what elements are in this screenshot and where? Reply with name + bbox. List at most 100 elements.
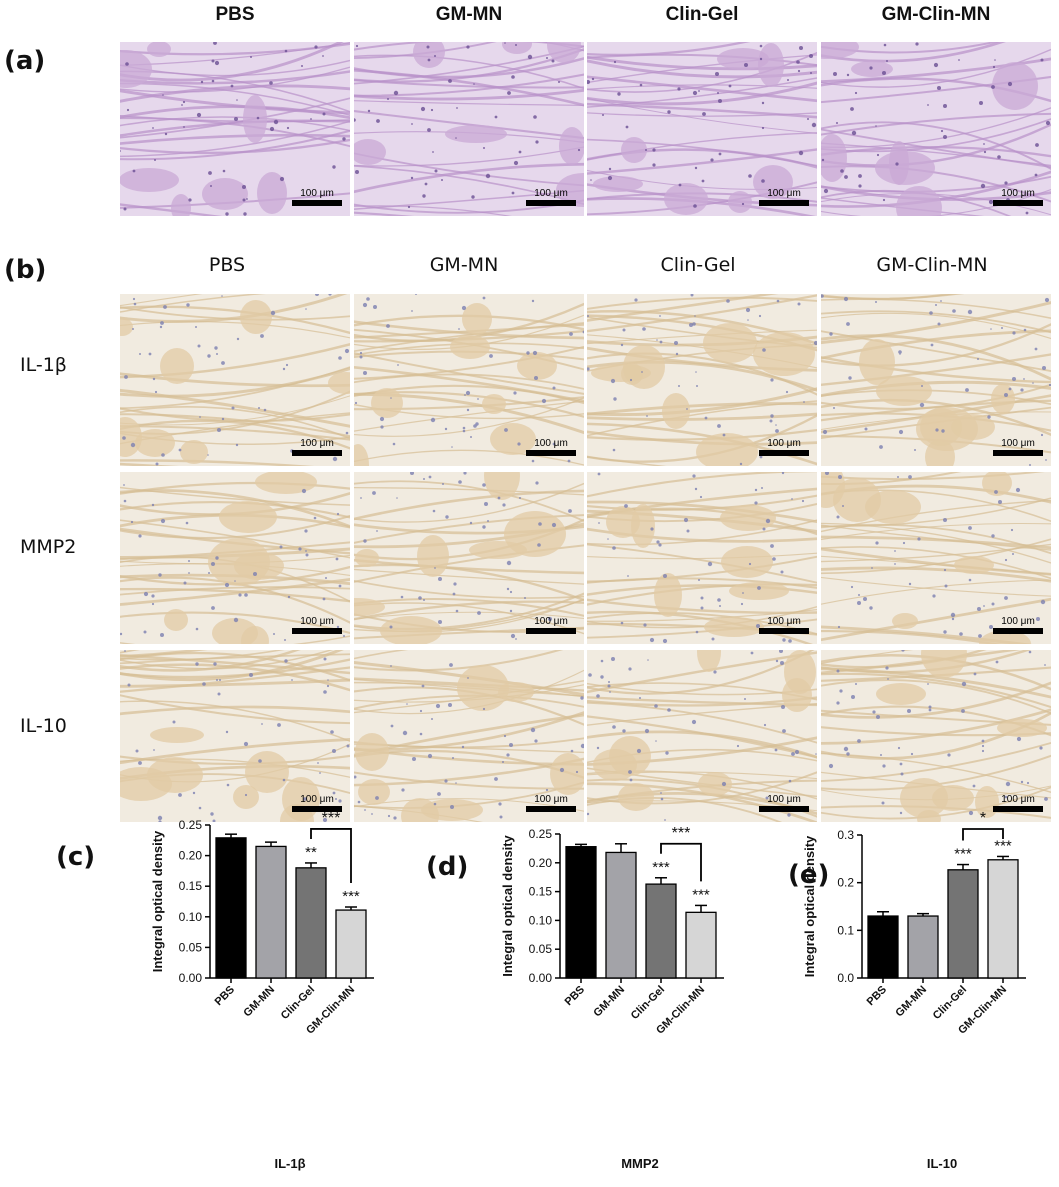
- ihc-micrograph-il-1b-pbs: 100 μm: [120, 294, 350, 466]
- ihc-micrograph-il-1b-gm-clin-mn: 100 μm: [821, 294, 1051, 466]
- y-tick-label: 0.10: [179, 910, 203, 924]
- he-micrograph-gm-clin-mn: 100 μm: [821, 42, 1051, 216]
- scale-bar-label: 100 μm: [300, 794, 334, 805]
- significance-marker: ***: [652, 859, 670, 876]
- y-tick-label: 0.10: [529, 913, 553, 927]
- significance-marker: ***: [692, 886, 710, 903]
- scale-bar-label: 100 μm: [300, 438, 334, 449]
- scale-bar: 100 μm: [759, 794, 809, 812]
- ihc-micrograph-il-1b-gm-mn: 100 μm: [354, 294, 584, 466]
- scale-bar-label: 100 μm: [767, 616, 801, 627]
- panel-label-e: (e): [788, 860, 830, 890]
- bar-pbs: [565, 846, 597, 979]
- ihc-micrograph-il-10-clin-gel: 100 μm: [587, 650, 817, 822]
- y-tick-label: 0.05: [529, 942, 553, 956]
- ihc-micrograph-mmp2-pbs: 100 μm: [120, 472, 350, 644]
- scale-bar: 100 μm: [993, 438, 1043, 456]
- x-tick-label: PBS: [865, 984, 889, 1008]
- y-tick-label: 0.0: [837, 971, 854, 985]
- bar-chart-mmp2: 0.00 0.05 0.10 0.15 0.20 0.25 Integral optical…: [460, 800, 760, 1187]
- he-micrograph-gm-mn: 100 μm: [354, 42, 584, 216]
- column-title-pbs-he: PBS: [215, 4, 255, 25]
- y-tick-label: 0.00: [179, 971, 203, 985]
- x-tick-label: Clin-Gel: [279, 984, 317, 1022]
- scale-bar: 100 μm: [759, 438, 809, 456]
- x-tick-label: Clin-Gel: [629, 984, 667, 1022]
- bar-chart-il-1b: 0.00 0.05 0.10 0.15 0.20 0.25 Integral optical…: [100, 800, 420, 1187]
- significance-bracket: [310, 828, 352, 884]
- column-title-gm-mn-ihc: GM-MN: [429, 254, 499, 276]
- row-label-il-10: IL-10: [20, 715, 67, 737]
- significance-bracket-label: ***: [322, 810, 341, 827]
- bar-pbs: [215, 837, 247, 979]
- row-label-mmp2: MMP2: [20, 536, 77, 558]
- y-tick-label: 0.15: [529, 885, 553, 899]
- scale-bar: 100 μm: [292, 794, 342, 812]
- x-tick-label: PBS: [213, 984, 237, 1008]
- x-tick-label: GM-MN: [893, 984, 929, 1020]
- scale-bar-label: 100 μm: [1001, 438, 1035, 449]
- significance-bracket-label: *: [980, 810, 986, 827]
- he-micrograph-clin-gel: 100 μm: [587, 42, 817, 216]
- scale-bar-label: 100 μm: [534, 438, 568, 449]
- y-axis-label: Integral optical density: [500, 834, 515, 976]
- scale-bar: 100 μm: [759, 616, 809, 634]
- scale-bar-label: 100 μm: [534, 616, 568, 627]
- bar-chart-il-10: 0.0 0.1 0.2 0.3 Integral optical density PBS G…: [800, 800, 1059, 1187]
- scale-bar: 100 μm: [292, 438, 342, 456]
- bar-clin-gel: [295, 867, 327, 979]
- bar-gm-clin-mn: [335, 909, 367, 979]
- scale-bar: 100 μm: [292, 188, 342, 206]
- scale-bar: 100 μm: [993, 616, 1043, 634]
- y-axis-label: Integral optical density: [150, 830, 165, 972]
- y-axis-label: Integral optical density: [802, 835, 817, 977]
- scale-bar: 100 μm: [759, 188, 809, 206]
- x-axis-label: MMP2: [621, 1156, 659, 1171]
- column-title-pbs-ihc: PBS: [208, 254, 246, 276]
- y-tick-label: 0.3: [837, 828, 854, 842]
- scale-bar-label: 100 μm: [1001, 188, 1035, 199]
- scale-bar: 100 μm: [993, 188, 1043, 206]
- he-micrograph-pbs: 100 μm: [120, 42, 350, 216]
- significance-marker: ***: [994, 837, 1012, 854]
- panel-label-c: (c): [56, 842, 96, 872]
- y-tick-label: 0.2: [837, 876, 854, 890]
- column-title-gm-mn-he: GM-MN: [435, 4, 503, 25]
- panel-label-a: (a): [4, 46, 46, 76]
- panel-label-d: (d): [426, 852, 469, 882]
- y-tick-label: 0.25: [529, 827, 553, 841]
- scale-bar: 100 μm: [526, 438, 576, 456]
- significance-marker: **: [305, 844, 317, 861]
- bar-gm-mn: [605, 851, 637, 979]
- y-tick-label: 0.05: [179, 940, 203, 954]
- bar-gm-mn: [255, 845, 287, 979]
- y-tick-label: 0.20: [179, 849, 203, 863]
- ihc-micrograph-il-10-pbs: 100 μm: [120, 650, 350, 822]
- row-label-il-1b: IL-1β: [20, 354, 67, 376]
- scale-bar-label: 100 μm: [767, 188, 801, 199]
- scale-bar-label: 100 μm: [534, 188, 568, 199]
- ihc-micrograph-il-1b-clin-gel: 100 μm: [587, 294, 817, 466]
- scale-bar-label: 100 μm: [767, 438, 801, 449]
- scale-bar-label: 100 μm: [534, 794, 568, 805]
- scale-bar: 100 μm: [526, 794, 576, 812]
- scale-bar: 100 μm: [993, 794, 1043, 812]
- y-tick-label: 0.15: [179, 879, 203, 893]
- significance-bracket: [660, 842, 702, 882]
- x-axis-label: IL-10: [927, 1156, 957, 1171]
- column-title-gm-clin-mn-ihc: GM-Clin-MN: [876, 254, 988, 276]
- scale-bar: 100 μm: [526, 616, 576, 634]
- x-tick-label: GM-MN: [591, 984, 627, 1020]
- panel-label-b: (b): [4, 255, 47, 285]
- column-title-gm-clin-mn-he: GM-Clin-MN: [881, 4, 991, 25]
- significance-marker: ***: [954, 846, 972, 863]
- significance-marker: ***: [342, 888, 360, 905]
- significance-bracket-label: ***: [672, 825, 691, 842]
- y-tick-label: 0.1: [837, 923, 854, 937]
- scale-bar-label: 100 μm: [1001, 616, 1035, 627]
- scale-bar-label: 100 μm: [300, 616, 334, 627]
- y-tick-label: 0.25: [179, 818, 203, 832]
- ihc-micrograph-mmp2-gm-clin-mn: 100 μm: [821, 472, 1051, 644]
- ihc-micrograph-il-10-gm-clin-mn: 100 μm: [821, 650, 1051, 822]
- bar-gm-mn: [907, 915, 939, 979]
